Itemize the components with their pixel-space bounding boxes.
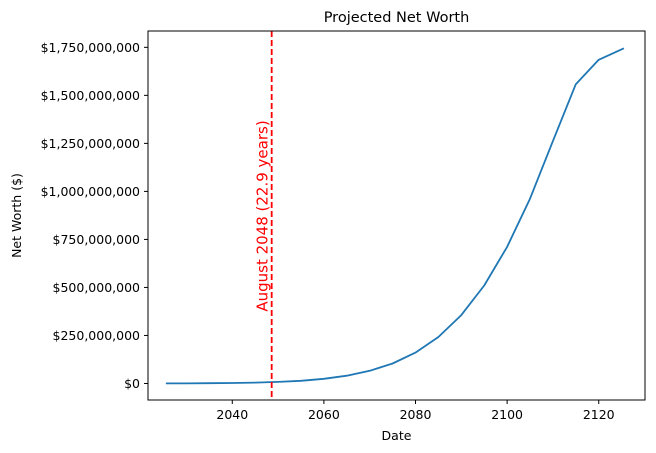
y-tick-label: $1,250,000,000 bbox=[41, 136, 140, 151]
plot-frame bbox=[147, 30, 646, 401]
x-tick-label: 2060 bbox=[308, 407, 340, 422]
y-axis-label: Net Worth ($) bbox=[9, 173, 24, 258]
y-tick-label: $750,000,000 bbox=[53, 232, 141, 247]
x-tick-label: 2080 bbox=[400, 407, 432, 422]
annotations: August 2048 (22.9 years) bbox=[254, 31, 273, 400]
y-tick-label: $0 bbox=[124, 376, 140, 391]
series-line bbox=[165, 47, 625, 385]
y-tick-label: $250,000,000 bbox=[53, 328, 141, 343]
y-tick-label: $1,750,000,000 bbox=[41, 40, 140, 55]
annotation-label: August 2048 (22.9 years) bbox=[254, 120, 272, 311]
y-axis: $0 $250,000,000 $500,000,000 $750,000,000 $1… bbox=[41, 40, 148, 391]
x-axis: 2040 2060 2080 2100 2120 bbox=[216, 400, 615, 422]
y-tick-label: $500,000,000 bbox=[53, 280, 141, 295]
y-tick-label: $1,000,000,000 bbox=[41, 184, 140, 199]
chart-title: Projected Net Worth bbox=[324, 10, 470, 26]
plot-area bbox=[165, 47, 625, 385]
x-tick-label: 2120 bbox=[583, 407, 615, 422]
x-tick-label: 2040 bbox=[216, 407, 248, 422]
y-tick-label: $1,500,000,000 bbox=[41, 88, 140, 103]
x-tick-label: 2100 bbox=[491, 407, 523, 422]
x-axis-label: Date bbox=[382, 428, 412, 443]
